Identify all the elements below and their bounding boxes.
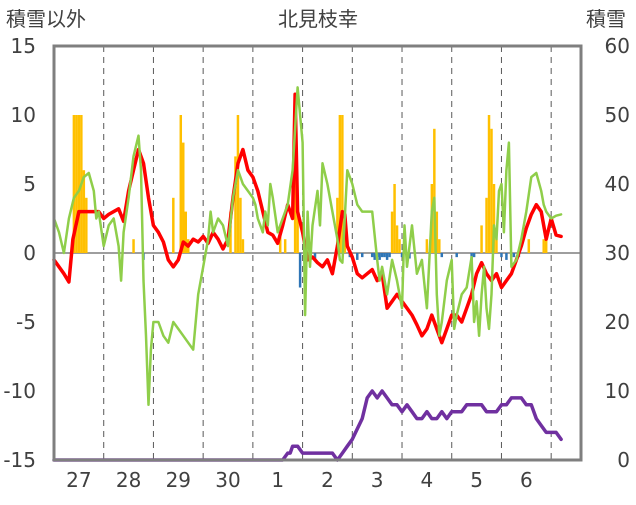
x-tick-label: 3: [371, 468, 384, 492]
chart-title: 北見枝幸: [278, 7, 358, 31]
bar-65: [527, 239, 531, 253]
left-tick-label: 0: [23, 241, 36, 265]
bar-43: [398, 239, 401, 253]
left-axis-label: 積雪以外: [6, 7, 86, 31]
bar-50: [438, 239, 441, 253]
bar-17: [241, 239, 245, 253]
plot-frame: [52, 44, 583, 462]
bar-19: [283, 239, 287, 253]
right-tick-label: 20: [605, 310, 630, 334]
x-tick-label: 28: [116, 468, 141, 492]
x-tick-label: 6: [520, 468, 533, 492]
x-tick-label: 1: [271, 468, 284, 492]
right-tick-label: 40: [605, 172, 630, 196]
bar-41: [393, 184, 396, 253]
bar-22: [298, 253, 302, 288]
bar-9: [179, 115, 183, 253]
bar-1: [75, 115, 78, 253]
bar-58: [490, 128, 493, 253]
bar-25: [336, 197, 339, 253]
right-tick-label: 50: [605, 103, 630, 127]
bar-57: [487, 115, 491, 253]
bar-16: [239, 197, 242, 253]
bar-5: [85, 197, 88, 253]
x-tick-label: 5: [470, 468, 483, 492]
bar-54: [472, 253, 476, 258]
bar-42: [395, 225, 399, 253]
bar-31: [361, 253, 364, 258]
right-tick-label: 10: [605, 379, 630, 403]
x-tick-label: 30: [215, 468, 240, 492]
bar-56: [485, 197, 488, 253]
bar-2: [77, 115, 81, 253]
bar-55: [480, 225, 483, 253]
bar-51: [440, 253, 444, 258]
bar-61: [500, 253, 503, 258]
bar-33: [373, 253, 376, 260]
bar-10: [182, 142, 185, 253]
bar-46: [425, 239, 429, 253]
series-green-line: [52, 86, 563, 407]
series-red-line: [52, 92, 563, 345]
x-tick-label: 29: [166, 468, 191, 492]
left-tick-label: 15: [11, 34, 36, 58]
bar-27: [341, 115, 344, 253]
bar-48: [433, 128, 436, 253]
bar-24: [313, 253, 317, 260]
right-axis-label: 積雪: [586, 7, 626, 31]
bar-67: [544, 239, 548, 253]
bar-14: [234, 156, 237, 253]
x-tick-label: 4: [421, 468, 434, 492]
bar-32: [370, 253, 374, 258]
left-tick-label: 5: [23, 172, 36, 196]
bar-35: [378, 253, 381, 260]
bar-30: [356, 253, 359, 260]
bar-21: [296, 211, 299, 253]
bar-40: [390, 211, 394, 253]
bar-38: [385, 253, 389, 260]
bar-52: [455, 253, 458, 258]
bar-20: [293, 142, 297, 253]
bar-39: [388, 253, 391, 258]
bar-63: [512, 253, 516, 258]
bar-11: [184, 211, 187, 253]
bar-62: [505, 253, 508, 260]
bar-15: [236, 115, 240, 253]
left-tick-label: -10: [3, 379, 36, 403]
right-tick-label: 0: [617, 448, 630, 472]
right-tick-label: 30: [605, 241, 630, 265]
bar-6: [132, 239, 135, 253]
bar-37: [383, 253, 386, 258]
bar-0: [72, 115, 76, 253]
bar-59: [492, 184, 496, 253]
x-tick-label: 2: [321, 468, 334, 492]
bar-36: [380, 253, 384, 258]
bar-66: [542, 239, 545, 253]
bar-26: [338, 115, 342, 253]
bar-44: [400, 253, 404, 258]
bar-8: [172, 197, 175, 253]
bar-49: [435, 211, 439, 253]
x-tick-label: 27: [66, 468, 91, 492]
left-tick-label: -5: [16, 310, 36, 334]
series-purple-line: [52, 389, 563, 462]
left-tick-label: -15: [3, 448, 36, 472]
bar-60: [495, 239, 498, 253]
left-tick-label: 10: [11, 103, 36, 127]
right-tick-label: 60: [605, 34, 630, 58]
